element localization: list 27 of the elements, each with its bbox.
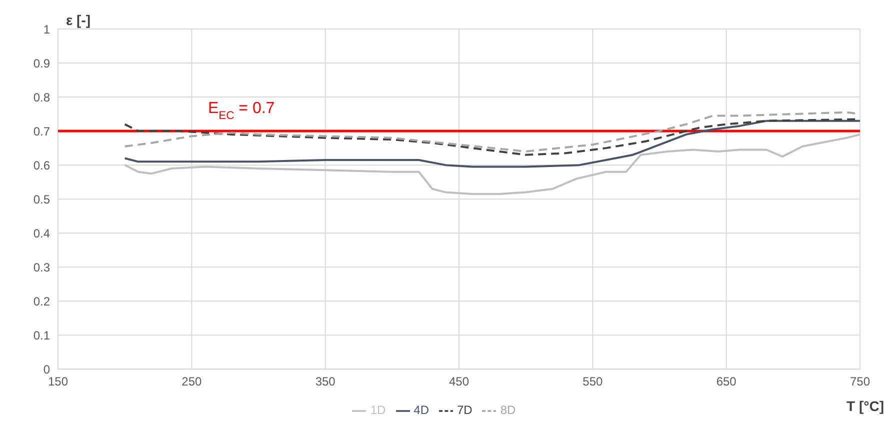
y-tick-label: 0.5	[33, 192, 50, 206]
line-series	[124, 133, 860, 195]
y-tick-label: 0.8	[33, 90, 50, 104]
y-tick-label: 0.2	[33, 294, 50, 308]
y-tick-label: 0.4	[33, 226, 50, 240]
x-tick-label: 550	[582, 374, 603, 389]
y-tick-label: 0.7	[33, 124, 50, 138]
y-tick-label: 0	[43, 362, 50, 376]
y-tick-label: 0.3	[33, 260, 50, 274]
line-series	[124, 120, 860, 168]
x-tick-label: 250	[182, 374, 202, 389]
legend-label: 1D	[370, 403, 386, 418]
x-tick-label: 150	[48, 374, 68, 389]
legend-label: 4D	[414, 403, 429, 418]
legend-label: 7D	[457, 403, 472, 418]
x-axis-title: T [°C]	[846, 398, 884, 414]
x-tick-label: 350	[315, 374, 336, 389]
y-tick-label: 0.1	[33, 328, 50, 342]
x-tick-label: 450	[448, 374, 470, 389]
x-tick-label: 750	[850, 374, 870, 389]
y-axis-title: ε [-]	[66, 12, 91, 28]
y-tick-label: 0.6	[33, 158, 50, 172]
x-tick-label: 650	[716, 374, 737, 389]
legend-label: 8D	[500, 403, 516, 418]
y-tick-label: 0.9	[33, 56, 50, 70]
ref-line-label: E$_{EC}$ = 0.7	[208, 100, 275, 122]
y-tick-label: 1	[43, 22, 50, 36]
